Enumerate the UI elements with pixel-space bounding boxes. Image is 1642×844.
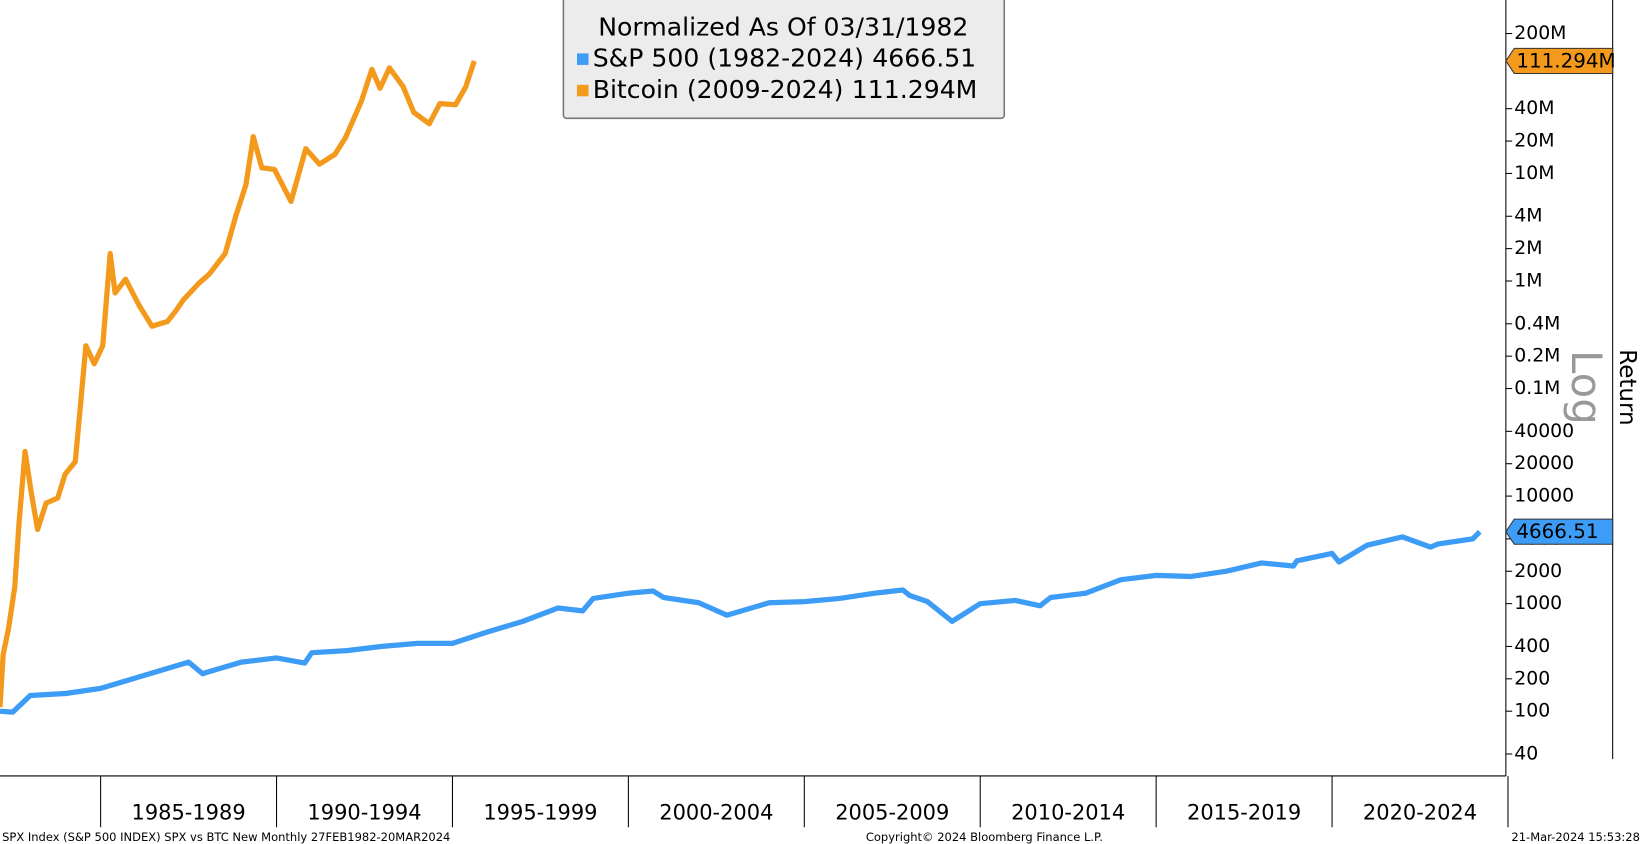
legend-entry: S&P 500 (1982-2024) [593, 44, 864, 73]
x-tick-label: 1990-1994 [307, 801, 421, 825]
y-tick-label: 20000 [1514, 453, 1574, 474]
legend-entry: Bitcoin (2009-2024) [593, 75, 844, 104]
x-tick-label: 2020-2024 [1363, 801, 1477, 825]
y-tick-label: 2M [1514, 238, 1542, 259]
y-tick-label: 1000 [1514, 593, 1562, 614]
y-tick-label: 100 [1514, 701, 1550, 722]
last-value-badge [1505, 518, 1614, 545]
y-tick-label: 40M [1514, 98, 1554, 119]
last-value-label: 111.294M [1516, 49, 1615, 72]
y-tick-label: 0.1M [1514, 378, 1560, 399]
y-axis-title: Return [1614, 349, 1640, 425]
footer-center: Copyright© 2024 Bloomberg Finance L.P. [866, 830, 1103, 844]
y-tick-label: 0.4M [1514, 313, 1560, 334]
y-tick-label: 0.2M [1514, 346, 1560, 367]
y-tick-label: 4M [1514, 206, 1542, 227]
y-tick-label: 400 [1514, 636, 1550, 657]
x-tick-label: 1995-1999 [483, 801, 597, 825]
y-tick-label: 10000 [1514, 486, 1574, 507]
last-value-label: 4666.51 [1516, 520, 1598, 543]
legend-value: 111.294M [852, 75, 978, 104]
y-tick-label: 10M [1514, 163, 1554, 184]
legend-swatch [577, 53, 589, 65]
y-tick-label: 200M [1514, 23, 1566, 44]
series-line [0, 60, 477, 708]
plot-area [0, 60, 1482, 715]
footer-right: 21-Mar-2024 15:53:28 [1511, 830, 1639, 844]
x-tick-label: 1985-1989 [132, 801, 246, 825]
y-tick-label: 1M [1514, 270, 1542, 291]
legend-title: Normalized As Of 03/31/1982 [598, 12, 968, 41]
legend-swatch [577, 84, 589, 97]
last-value-badge [1505, 47, 1614, 74]
y-tick-label: 2000 [1514, 561, 1562, 582]
y-tick-label: 40000 [1514, 421, 1574, 442]
footer-left: SPX Index (S&P 500 INDEX) SPX vs BTC New… [2, 830, 450, 844]
legend: Normalized As Of 03/31/1982 S&P 500 (198… [562, 0, 1006, 120]
y-tick-label: 200 [1514, 668, 1550, 689]
x-tick-label: 2005-2009 [835, 801, 949, 825]
legend-box [562, 0, 1006, 120]
scale-label: Log [1562, 350, 1611, 425]
y-tick-label: 40 [1514, 743, 1538, 764]
x-tick-label: 2000-2004 [659, 801, 773, 825]
x-tick-label: 2010-2014 [1011, 801, 1125, 825]
series-line [0, 529, 1482, 715]
x-tick-label: 2015-2019 [1187, 801, 1301, 825]
legend-value: 4666.51 [872, 44, 976, 73]
y-tick-label: 20M [1514, 131, 1554, 152]
